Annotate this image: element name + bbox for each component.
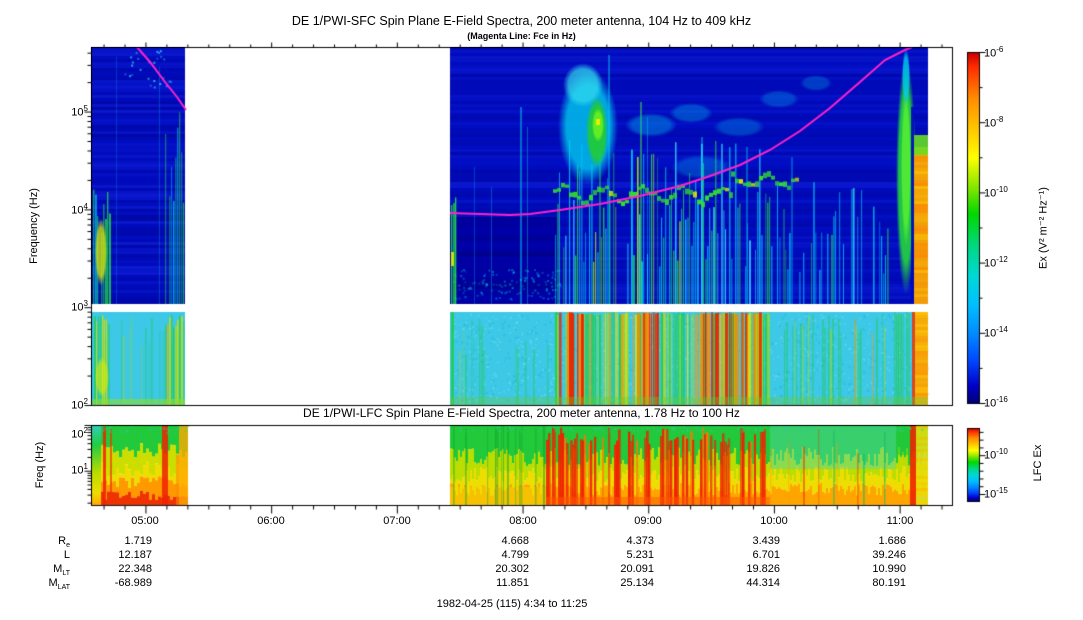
cbar1-tick-1e-8: 10-8 [984,115,1004,130]
lfc-ytick-1e2: 102 [71,426,88,441]
ephemeris-row-label-mlt: MLT [53,563,70,578]
cbar1-axis-label: Ex (V² m⁻² Hz⁻¹) [1037,187,1050,269]
time-tick-1000: 10:00 [760,515,788,527]
sfc-ytick-1e5: 105 [71,104,88,119]
ephemeris-value: 1.686 [878,535,906,547]
ephemeris-value: 19.826 [746,563,780,575]
ephemeris-row-label-l: L [63,549,70,561]
ephemeris-value: 4.373 [626,535,654,547]
ephemeris-value: 3.439 [752,535,780,547]
ephemeris-value: 10.990 [872,563,906,575]
lfc-y-axis-label: Freq (Hz) [34,441,46,489]
ephemeris-value: 25.134 [620,577,654,589]
ephemeris-value: 39.246 [872,549,906,561]
sfc-ytick-1e4: 104 [71,202,88,217]
sfc-y-axis-label: Frequency (Hz) [28,188,40,264]
time-tick-0800: 08:00 [509,515,537,527]
ephemeris-value: 20.302 [495,563,529,575]
sfc-ytick-1e2: 102 [71,397,88,412]
ephemeris-value: 11.851 [496,577,529,589]
cbar1-tick-1e-16: 10-16 [984,395,1008,410]
time-tick-0700: 07:00 [383,515,411,527]
ephemeris-value: 22.348 [118,563,152,575]
ephemeris-row-label-mlat: MLAT [48,577,71,592]
ephemeris-value: 4.668 [501,535,529,547]
time-tick-1100: 11:00 [886,515,914,527]
cbar2-tick-1e-15: 10-15 [984,486,1008,501]
ephemeris-value: 20.091 [620,563,654,575]
ephemeris-value: -68.989 [114,577,152,589]
cbar1-tick-1e-6: 10-6 [984,45,1004,60]
ephemeris-value: 5.231 [626,549,654,561]
ephemeris-value: 80.191 [872,577,906,589]
time-tick-0600: 06:00 [257,515,285,527]
ephemeris-value: 6.701 [752,549,780,561]
cbar2-axis-label: LFC Ex [1032,444,1044,482]
cbar1-tick-1e-14: 10-14 [984,325,1008,340]
ephemeris-value: 12.187 [118,549,152,561]
lfc-title: DE 1/PWI-LFC Spin Plane E-Field Spectra,… [303,406,740,420]
cbar2-tick-1e-10: 10-10 [984,447,1008,462]
ephemeris-value: 4.799 [501,549,529,561]
ephemeris-value: 44.314 [746,577,780,589]
sfc-title: DE 1/PWI-SFC Spin Plane E-Field Spectra,… [291,14,752,28]
date-range-label: 1982-04-25 (115) 4:34 to 11:25 [436,598,588,610]
ephemeris-value: 1.719 [124,535,152,547]
lfc-ytick-1e1: 101 [71,462,88,477]
time-tick-0900: 09:00 [634,515,662,527]
sfc-subtitle: (Magenta Line: Fce in Hz) [467,31,576,41]
sfc-ytick-1e3: 103 [71,299,88,314]
cbar1-tick-1e-12: 10-12 [984,255,1008,270]
time-tick-0500: 05:00 [131,515,159,527]
cbar1-tick-1e-10: 10-10 [984,185,1008,200]
ephemeris-row-label-re: Re [58,535,70,550]
